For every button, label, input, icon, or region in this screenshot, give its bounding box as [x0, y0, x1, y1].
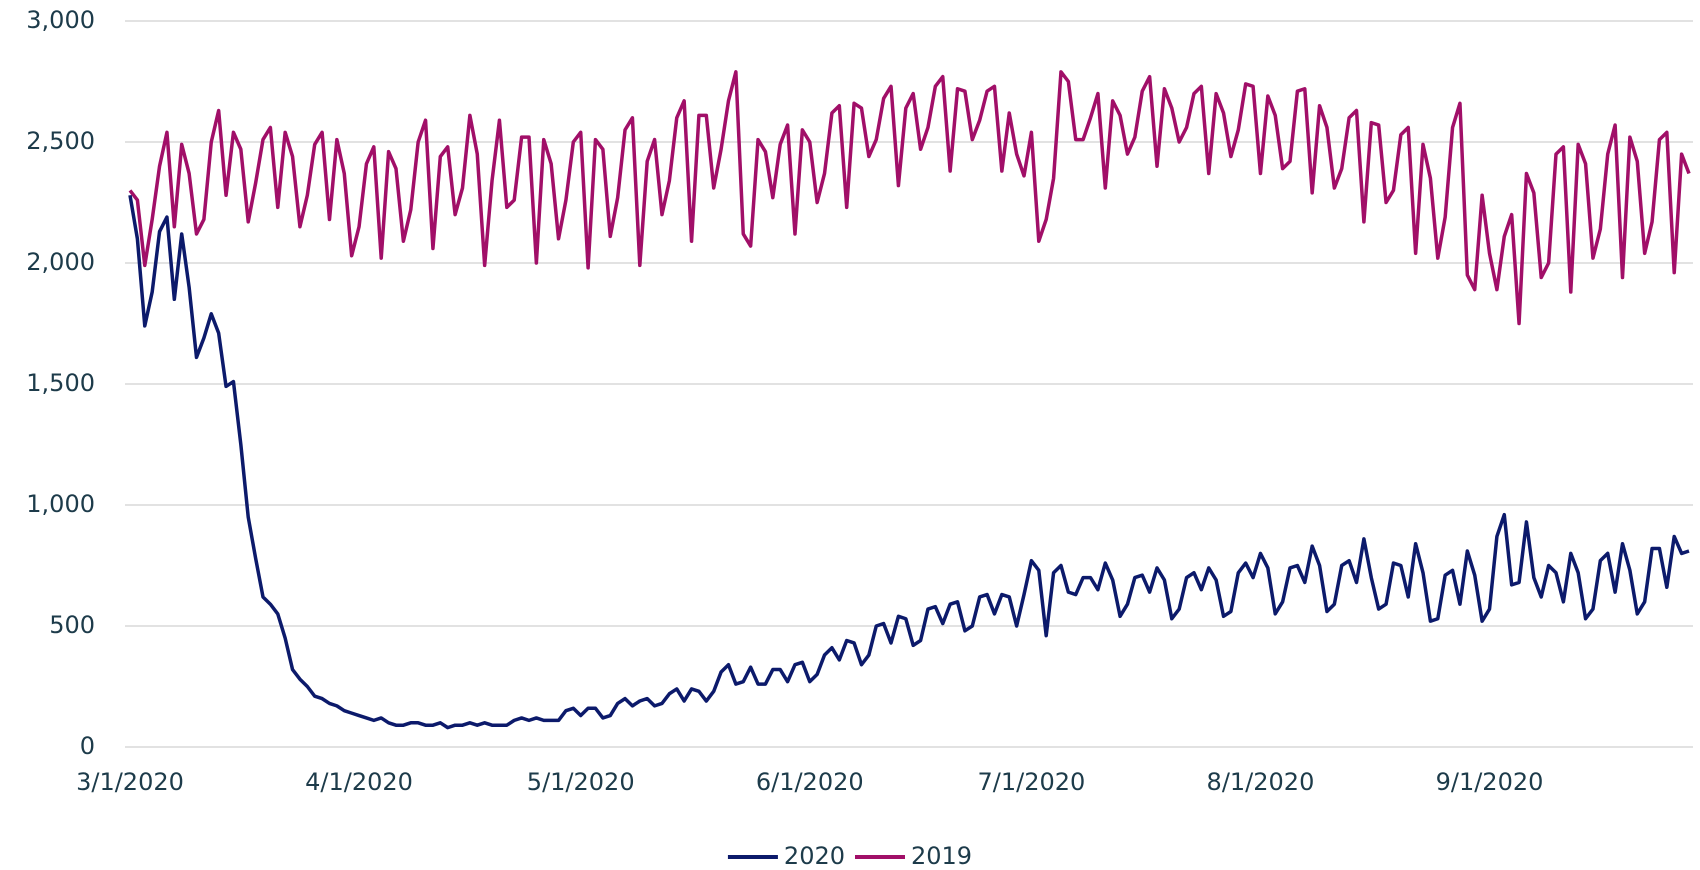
y-tick-label: 500 [49, 611, 95, 639]
y-tick-label: 1,000 [26, 490, 95, 518]
x-tick-label: 6/1/2020 [756, 768, 864, 796]
y-tick-label: 3,000 [26, 6, 95, 34]
x-tick-label: 4/1/2020 [305, 768, 413, 796]
y-tick-label: 0 [80, 732, 95, 760]
y-tick-label: 2,000 [26, 248, 95, 276]
y-tick-label: 1,500 [26, 369, 95, 397]
y-tick-label: 2,500 [26, 127, 95, 155]
x-tick-label: 3/1/2020 [76, 768, 184, 796]
x-tick-label: 5/1/2020 [527, 768, 635, 796]
legend-label: 2019 [911, 842, 972, 870]
x-tick-label: 8/1/2020 [1207, 768, 1315, 796]
x-tick-label: 7/1/2020 [978, 768, 1086, 796]
legend-label: 2020 [784, 842, 845, 870]
series-line [128, 194, 1690, 730]
series-line [128, 70, 1691, 326]
x-tick-label: 9/1/2020 [1436, 768, 1544, 796]
